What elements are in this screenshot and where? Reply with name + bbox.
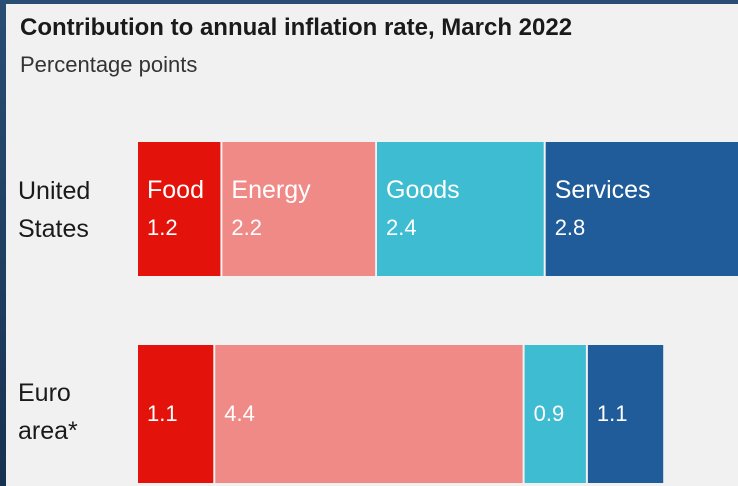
data-label-goods-euro-area: 0.9 xyxy=(534,401,565,426)
segment-name-goods: Goods xyxy=(386,176,460,204)
row-label-line: United xyxy=(18,177,91,205)
data-label-services-euro-area: 1.1 xyxy=(597,401,628,426)
row-label-united-states: United States xyxy=(18,172,90,248)
bar-services-united-states xyxy=(545,142,738,276)
data-label-food-euro-area: 1.1 xyxy=(147,401,178,426)
segment-name-food: Food xyxy=(147,176,204,204)
row-label-line: Euro xyxy=(18,379,71,407)
data-label-energy-united-states: 2.2 xyxy=(231,215,262,240)
data-label-energy-euro-area: 4.4 xyxy=(224,401,255,426)
bar-services-euro-area xyxy=(587,345,664,483)
data-label-food-united-states: 1.2 xyxy=(147,215,178,240)
bar-food-united-states xyxy=(138,142,221,276)
bar-food-euro-area xyxy=(138,345,214,483)
data-label-goods-united-states: 2.4 xyxy=(386,215,417,240)
bar-goods-united-states xyxy=(377,142,544,276)
row-label-line: States xyxy=(18,215,89,243)
chart-card: Contribution to annual inflation rate, M… xyxy=(6,4,738,486)
data-label-services-united-states: 2.8 xyxy=(555,215,586,240)
chart-subtitle: Percentage points xyxy=(20,52,198,77)
bar-energy-united-states xyxy=(222,142,376,276)
segment-name-energy: Energy xyxy=(231,176,311,204)
row-label-line: area* xyxy=(18,417,78,445)
bar-goods-euro-area xyxy=(524,345,586,483)
stacked-bar-chart: Food 1.2 Energy 2.2 Goods 2.4 Services 2.8 1.1 4.… xyxy=(138,142,738,483)
bar-energy-euro-area xyxy=(215,345,523,483)
row-label-euro-area: Euro area* xyxy=(18,374,78,450)
chart-title: Contribution to annual inflation rate, M… xyxy=(20,14,573,41)
segment-name-services: Services xyxy=(555,176,651,204)
